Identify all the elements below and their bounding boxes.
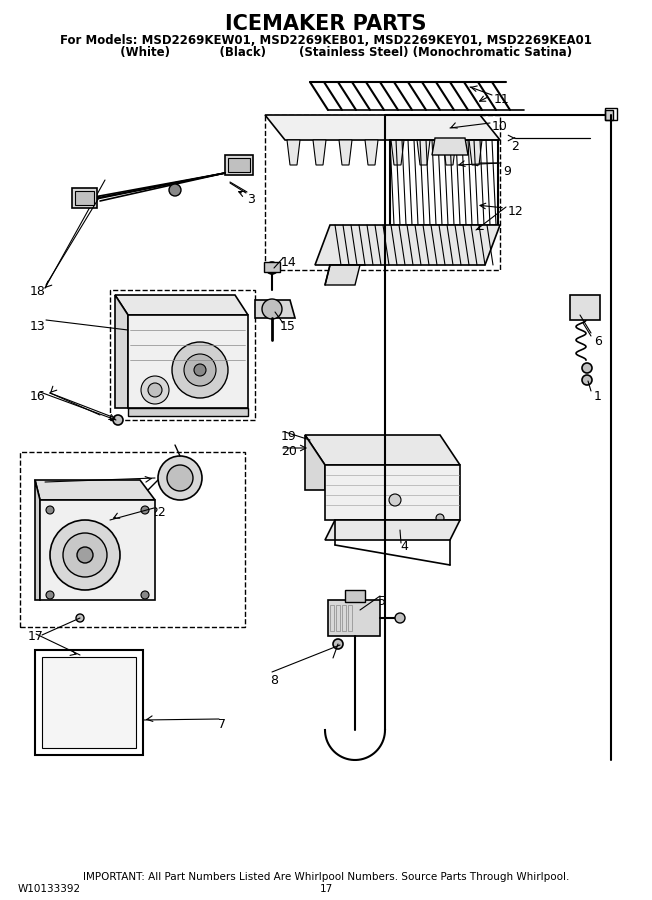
Text: 22: 22 [150,506,166,519]
Circle shape [184,354,216,386]
Bar [328,600,380,636]
Circle shape [141,506,149,514]
Polygon shape [35,480,155,500]
Bar [110,290,255,420]
Polygon shape [305,435,325,490]
Polygon shape [432,138,468,155]
Bar [20,452,245,627]
Text: 9: 9 [503,165,511,178]
Text: 6: 6 [594,335,602,348]
Circle shape [141,591,149,599]
Polygon shape [255,300,295,318]
Bar [570,295,600,320]
Polygon shape [325,520,460,540]
Circle shape [63,533,107,577]
Circle shape [77,547,93,563]
Text: 10: 10 [492,120,508,133]
Circle shape [76,614,84,622]
Bar [35,650,143,755]
Polygon shape [287,140,300,165]
Bar [605,110,613,120]
Text: 13: 13 [30,320,46,333]
Polygon shape [315,225,500,265]
Text: 4: 4 [400,540,408,553]
Bar [325,465,460,520]
Polygon shape [417,140,430,165]
Bar [336,605,340,631]
Bar [128,408,248,416]
Circle shape [194,364,206,376]
Bar [40,500,155,600]
Circle shape [582,375,592,385]
Text: 21: 21 [40,480,56,493]
Text: 5: 5 [378,595,386,608]
Bar [265,115,500,270]
Text: 15: 15 [280,320,296,333]
Text: 14: 14 [281,256,297,269]
Circle shape [46,591,54,599]
Bar [342,605,346,631]
Circle shape [395,613,405,623]
Circle shape [582,363,592,373]
Text: 18: 18 [30,285,46,298]
Bar [348,605,352,631]
Polygon shape [365,140,378,165]
Bar [225,155,253,175]
Polygon shape [443,140,456,165]
Bar [264,262,280,272]
Circle shape [141,376,169,404]
Text: 17: 17 [28,630,44,643]
Text: 20: 20 [281,445,297,458]
Text: IMPORTANT: All Part Numbers Listed Are Whirlpool Numbers. Source Parts Through W: IMPORTANT: All Part Numbers Listed Are W… [83,872,569,882]
Polygon shape [115,295,128,408]
Text: 2: 2 [511,140,519,153]
Polygon shape [339,140,352,165]
Circle shape [262,299,282,319]
Text: 17: 17 [319,884,333,894]
Text: 12: 12 [508,205,524,218]
Bar [605,108,617,120]
Polygon shape [305,435,460,465]
Circle shape [113,415,123,425]
Circle shape [333,639,343,649]
Polygon shape [391,140,404,165]
Bar [128,315,248,408]
Text: 1: 1 [594,390,602,403]
Text: 11: 11 [494,93,510,106]
Bar [42,657,136,748]
Circle shape [50,520,120,590]
Text: 8: 8 [270,674,278,687]
Circle shape [148,383,162,397]
Circle shape [46,506,54,514]
Circle shape [169,184,181,196]
Bar [330,605,334,631]
Text: For Models: MSD2269KEW01, MSD2269KEB01, MSD2269KEY01, MSD2269KEA01: For Models: MSD2269KEW01, MSD2269KEB01, … [60,34,592,47]
Bar [345,590,365,602]
Polygon shape [35,480,40,600]
Circle shape [172,342,228,398]
Polygon shape [115,295,248,315]
Polygon shape [313,140,326,165]
Bar [75,191,94,205]
Text: 3: 3 [247,193,255,206]
Text: 7: 7 [218,718,226,731]
Text: (White)            (Black)        (Stainless Steel) (Monochromatic Satina): (White) (Black) (Stainless Steel) (Monoc… [80,46,572,59]
Text: 19: 19 [281,430,297,443]
Circle shape [436,514,444,522]
Text: 16: 16 [30,390,46,403]
Polygon shape [325,265,360,285]
Text: W10133392: W10133392 [18,884,81,894]
Polygon shape [265,115,500,140]
Circle shape [389,494,401,506]
Circle shape [158,456,202,500]
Circle shape [266,262,278,274]
Bar [72,188,97,208]
Circle shape [167,465,193,491]
Polygon shape [469,140,482,165]
Bar [228,158,250,172]
Text: ICEMAKER PARTS: ICEMAKER PARTS [225,14,427,34]
